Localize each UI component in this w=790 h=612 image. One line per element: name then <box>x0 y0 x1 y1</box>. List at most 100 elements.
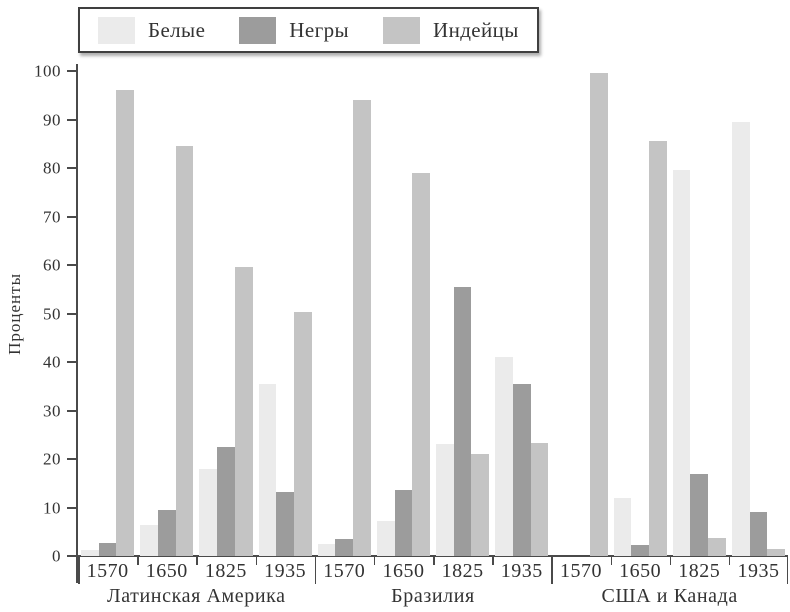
y-tick-label-0: 0 <box>52 546 61 566</box>
legend-swatch-blacks <box>239 16 277 44</box>
year-label-usa-canada-1935: 1935 <box>737 560 780 582</box>
chart-legend: Белые Негры Индейцы <box>78 7 539 53</box>
bar-usa-canada-1650-indians <box>648 141 667 556</box>
bar-latin-america-1650-indians <box>175 146 194 556</box>
bar-latin-america-1650-whites <box>140 524 158 556</box>
bar-latin-america-1825-blacks <box>217 446 235 556</box>
cluster-latin-america-1650 <box>137 71 196 556</box>
legend-item-blacks: Негры <box>239 16 350 44</box>
y-tick-0 <box>67 555 76 557</box>
bar-latin-america-1570-whites <box>81 550 99 556</box>
bar-brazil-1570-indians <box>353 100 371 556</box>
bar-usa-canada-1935-indians <box>767 548 786 556</box>
cluster-brazil-1650 <box>374 71 433 556</box>
cluster-usa-canada-1650 <box>611 71 670 556</box>
cluster-brazil-1825 <box>433 71 492 556</box>
x-axis-line <box>76 555 788 557</box>
bar-brazil-1935-indians <box>530 443 549 556</box>
year-label-brazil-1935: 1935 <box>500 560 543 582</box>
bar-brazil-1570-blacks <box>335 539 354 556</box>
bar-latin-america-1935-whites <box>258 383 277 556</box>
year-label-latin-america-1570: 1570 <box>86 560 129 582</box>
y-tick-label-50: 50 <box>43 304 61 323</box>
bar-latin-america-1570-indians <box>116 90 135 556</box>
cluster-usa-canada-1935 <box>729 71 788 556</box>
year-label-latin-america-1825: 1825 <box>204 560 247 582</box>
year-label-latin-america-1935: 1935 <box>264 560 307 582</box>
year-label-usa-canada-1825: 1825 <box>678 560 721 582</box>
y-tick-30 <box>67 409 76 412</box>
bar-brazil-1650-blacks <box>394 489 413 556</box>
y-tick-100 <box>67 70 76 72</box>
bar-brazil-1825-blacks <box>453 286 472 556</box>
bar-brazil-1570-whites <box>317 543 336 556</box>
legend-item-indians: Индейцы <box>383 16 519 44</box>
cluster-brazil-1570 <box>315 71 374 556</box>
year-label-usa-canada-1650: 1650 <box>619 560 662 582</box>
bar-brazil-1650-indians <box>412 172 431 556</box>
cluster-latin-america-1825 <box>196 71 255 556</box>
legend-swatch-whites <box>98 16 135 44</box>
bar-usa-canada-1825-blacks <box>690 473 709 556</box>
bar-brazil-1650-whites <box>376 520 395 556</box>
y-tick-40 <box>67 361 76 363</box>
y-tick-60 <box>67 264 76 266</box>
legend-label-indians: Индейцы <box>433 17 519 42</box>
y-tick-label-30: 30 <box>43 401 61 420</box>
y-tick-label-20: 20 <box>43 449 61 469</box>
legend-swatch-indians <box>383 16 421 44</box>
year-label-brazil-1825: 1825 <box>441 560 484 582</box>
bar-latin-america-1935-blacks <box>276 491 294 556</box>
y-tick-10 <box>67 506 76 509</box>
year-label-latin-america-1650: 1650 <box>145 560 188 582</box>
y-tick-label-100: 100 <box>34 61 61 81</box>
bar-usa-canada-1935-blacks <box>749 512 768 556</box>
year-label-brazil-1650: 1650 <box>382 560 425 582</box>
group-label-latin-america: Латинская Америка <box>107 585 286 607</box>
bar-clusters <box>78 71 788 556</box>
group-label-usa-canada: США и Канада <box>601 585 738 607</box>
bar-latin-america-1825-indians <box>234 267 253 556</box>
cluster-usa-canada-1570 <box>551 71 610 556</box>
bar-usa-canada-1650-blacks <box>631 544 649 556</box>
y-tick-label-90: 90 <box>43 110 61 129</box>
year-labels-row: 1570 1650 1825 1935 1570 1650 1825 1935 1570 1650… <box>78 558 788 584</box>
group-label-brazil: Бразилия <box>391 585 475 607</box>
legend-label-blacks: Негры <box>289 17 350 42</box>
bar-brazil-1825-whites <box>436 444 454 556</box>
bar-latin-america-1570-blacks <box>98 542 117 556</box>
y-tick-80 <box>67 167 76 169</box>
plot-area <box>78 71 788 556</box>
bar-latin-america-1935-indians <box>293 311 312 556</box>
group-labels-row: Латинская Америка Бразилия США и Канада <box>78 584 788 610</box>
bar-latin-america-1825-whites <box>199 468 218 556</box>
bar-brazil-1825-indians <box>471 454 490 556</box>
bar-brazil-1935-whites <box>495 357 513 556</box>
cluster-latin-america-1570 <box>78 71 137 556</box>
y-tick-label-40: 40 <box>43 352 61 372</box>
y-tick-label-70: 70 <box>43 207 61 226</box>
y-tick-90 <box>67 118 76 121</box>
y-axis-ticks: 0 10 20 30 40 50 60 70 80 90 100 <box>0 63 78 565</box>
y-tick-label-60: 60 <box>43 255 61 275</box>
y-axis-line <box>76 64 78 583</box>
bar-usa-canada-1825-whites <box>672 170 691 556</box>
cluster-brazil-1935 <box>492 71 551 556</box>
cluster-usa-canada-1825 <box>670 71 729 556</box>
bar-brazil-1935-blacks <box>512 383 531 556</box>
legend-label-whites: Белые <box>148 17 206 42</box>
y-tick-50 <box>67 312 76 315</box>
year-label-usa-canada-1570: 1570 <box>559 560 602 582</box>
bar-usa-canada-1825-indians <box>708 537 726 556</box>
y-tick-70 <box>67 215 76 218</box>
y-tick-20 <box>67 458 76 460</box>
legend-item-whites: Белые <box>98 16 206 44</box>
y-tick-label-10: 10 <box>43 498 61 517</box>
cluster-latin-america-1935 <box>256 71 315 556</box>
bar-latin-america-1650-blacks <box>157 509 176 556</box>
bar-usa-canada-1650-whites <box>613 497 632 556</box>
bar-usa-canada-1935-whites <box>731 121 750 556</box>
y-tick-label-80: 80 <box>43 158 61 178</box>
year-label-brazil-1570: 1570 <box>323 560 366 582</box>
bar-usa-canada-1570-indians <box>589 73 608 556</box>
